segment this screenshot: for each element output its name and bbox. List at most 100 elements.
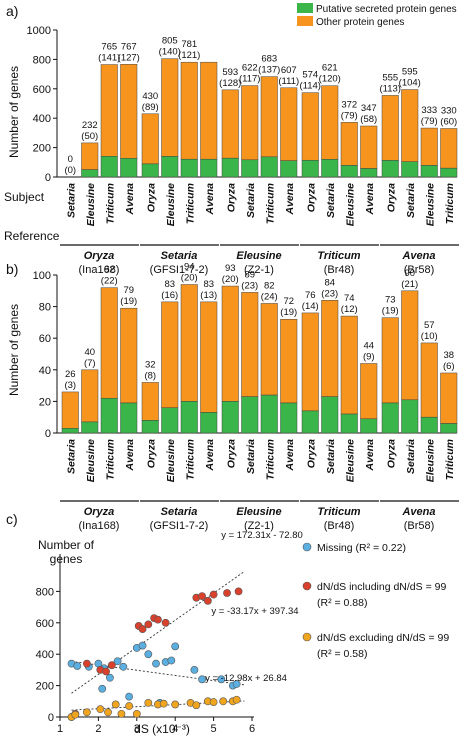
bar-other-segment bbox=[381, 317, 399, 404]
point-missing bbox=[171, 642, 180, 651]
panel-c-letter: c) bbox=[6, 511, 18, 527]
bar-secreted-segment bbox=[401, 399, 419, 434]
subject-category-label: Avena bbox=[124, 439, 136, 472]
bar-total-label: 76 bbox=[305, 290, 316, 301]
panel-a-plot-area: 020040060080010000(0)Setaria232(50)Eleus… bbox=[27, 25, 459, 276]
reference-group-strain: (Br48) bbox=[324, 520, 355, 532]
point-without99 bbox=[82, 708, 91, 717]
bar-secreted-label: (140) bbox=[159, 47, 181, 58]
y-tick-label: 600 bbox=[36, 618, 54, 630]
equation-with99: y = 172.31x - 72.80 bbox=[221, 530, 303, 541]
subject-category-label: Setaria bbox=[405, 439, 417, 474]
subject-category-label: Eleusine bbox=[85, 183, 97, 226]
bar-secreted-segment bbox=[221, 157, 239, 178]
bar-secreted-label: (19) bbox=[120, 296, 137, 307]
bar-total-label: 781 bbox=[181, 39, 197, 50]
point-without99 bbox=[132, 709, 141, 718]
subject-category-label: Avena bbox=[364, 439, 376, 472]
legend-label-without99: (R² = 0.58) bbox=[317, 648, 367, 660]
y-tick-label: 1000 bbox=[27, 25, 51, 37]
point-with99 bbox=[198, 592, 206, 601]
bar-secreted-label: (19) bbox=[382, 306, 399, 317]
bar-secreted-label: (137) bbox=[258, 65, 280, 76]
bar-other-segment bbox=[420, 127, 438, 166]
point-without99 bbox=[111, 700, 120, 709]
bar-other-segment bbox=[61, 391, 79, 429]
bar-other-segment bbox=[401, 290, 419, 401]
bar-other-segment bbox=[440, 128, 458, 169]
reference-group-strain: (Ina168) bbox=[79, 264, 120, 276]
bar-secreted-segment bbox=[180, 158, 198, 178]
bar-secreted-label: (79) bbox=[421, 116, 438, 127]
bar-secreted-segment bbox=[61, 428, 79, 434]
bar-total-label: 93 bbox=[225, 263, 236, 274]
bar-secreted-segment bbox=[301, 410, 319, 434]
legend-label-without99: dN/dS excluding dN/dS = 99 bbox=[317, 632, 449, 644]
bar-secreted-label: (9) bbox=[363, 351, 375, 362]
bar-secreted-segment bbox=[100, 397, 118, 434]
subject-category-label: Triticum bbox=[264, 183, 276, 224]
reference-group-name: Oryza bbox=[84, 250, 115, 262]
bar-secreted-segment bbox=[280, 160, 298, 178]
x-tick-label: 5 bbox=[211, 723, 217, 735]
bar-secreted-segment bbox=[321, 159, 339, 178]
panel-c-y-axis-title-line1: Number of bbox=[38, 538, 95, 552]
bar-secreted-label: (12) bbox=[341, 304, 358, 315]
bar-secreted-segment bbox=[381, 160, 399, 178]
panel-b-letter: b) bbox=[6, 261, 18, 277]
reference-group-strain: (Z2-1) bbox=[244, 520, 274, 532]
panel-b-plot-area: 02040608010026(3)Setaria40(7)Eleusine92(… bbox=[33, 261, 459, 532]
bar-other-segment bbox=[381, 95, 399, 161]
bar-secreted-segment bbox=[141, 163, 159, 178]
bar-secreted-segment bbox=[340, 413, 358, 434]
bar-secreted-segment bbox=[440, 167, 458, 178]
y-tick-label: 600 bbox=[33, 84, 51, 96]
legend-secreted-swatch bbox=[297, 3, 313, 13]
bar-secreted-segment bbox=[241, 159, 259, 178]
bar-secreted-segment bbox=[120, 402, 138, 434]
subject-category-label: Avena bbox=[284, 183, 296, 216]
legend-marker-with99 bbox=[302, 581, 312, 591]
point-with99 bbox=[154, 615, 162, 624]
bar-secreted-label: (22) bbox=[101, 276, 118, 287]
bar-total-label: 84 bbox=[324, 277, 335, 288]
bar-secreted-segment bbox=[241, 396, 259, 434]
bar-secreted-segment bbox=[81, 421, 99, 434]
bar-other-segment bbox=[81, 142, 99, 170]
bar-total-label: 26 bbox=[65, 369, 76, 380]
legend-other-swatch bbox=[297, 16, 313, 26]
bar-secreted-label: (19) bbox=[280, 307, 297, 318]
bar-total-label: 57 bbox=[424, 320, 435, 331]
bar-total-label: 621 bbox=[322, 63, 338, 74]
bar-secreted-label: (141) bbox=[98, 53, 120, 64]
subject-category-label: Triticum bbox=[444, 183, 456, 224]
point-missing bbox=[98, 684, 107, 693]
bar-secreted-label: (16) bbox=[161, 290, 178, 301]
y-tick-label: 800 bbox=[36, 586, 54, 598]
bar-other-segment bbox=[340, 122, 358, 166]
bar-other-segment bbox=[100, 64, 118, 157]
bar-secreted-label: (79) bbox=[341, 110, 358, 121]
bar-secreted-label: (58) bbox=[360, 114, 377, 125]
point-missing bbox=[198, 675, 206, 684]
subject-category-label: Oryza bbox=[385, 183, 397, 212]
y-tick-label: 100 bbox=[33, 270, 51, 282]
bar-secreted-label: (21) bbox=[401, 279, 418, 290]
point-missing bbox=[125, 692, 134, 701]
bar-secreted-label: (23) bbox=[241, 280, 258, 291]
bar-other-segment bbox=[221, 89, 239, 159]
point-missing bbox=[232, 680, 241, 688]
bar-other-segment bbox=[221, 285, 239, 402]
bar-other-segment bbox=[360, 125, 378, 169]
reference-group-name: Triticum bbox=[317, 506, 360, 518]
bar-total-label: 40 bbox=[84, 347, 95, 358]
panel-c-scatter-plot: c) Number of genes dS (x10⁻³) 0 200 400 600… bbox=[6, 511, 449, 736]
row-title-reference: Reference bbox=[4, 229, 60, 243]
bar-secreted-segment bbox=[81, 169, 99, 178]
point-missing bbox=[217, 675, 226, 684]
panel-b-y-axis-title: Number of genes bbox=[7, 304, 21, 396]
point-with99 bbox=[107, 661, 116, 670]
point-with99 bbox=[102, 667, 110, 676]
point-without99 bbox=[171, 700, 180, 709]
bar-secreted-segment bbox=[420, 416, 438, 434]
